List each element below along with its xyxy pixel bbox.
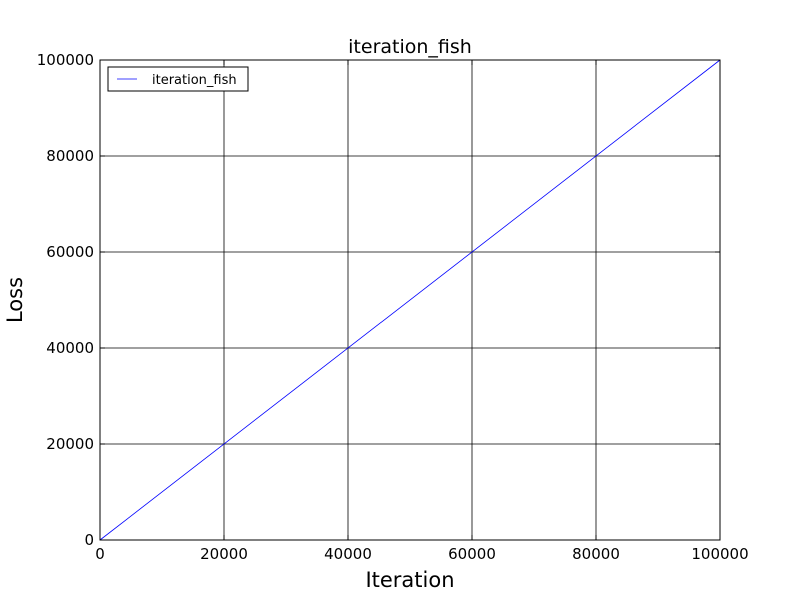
- tick-labels: 0 20000 40000 60000 80000 100000 0 20000 40000 60…: [37, 51, 749, 563]
- x-tick-label: 40000: [324, 545, 372, 563]
- x-axis-label: Iteration: [365, 568, 454, 592]
- legend: iteration_fish: [107, 66, 249, 92]
- series-lines: [99, 59, 721, 541]
- y-tick-label: 100000: [37, 51, 94, 69]
- x-tick-label: 80000: [572, 545, 620, 563]
- x-tick-label: 0: [95, 545, 105, 563]
- legend-label: iteration_fish: [152, 73, 237, 88]
- y-tick-label: 80000: [46, 147, 94, 165]
- x-tick-label: 20000: [200, 545, 248, 563]
- y-tick-label: 20000: [46, 435, 94, 453]
- x-tick-label: 60000: [448, 545, 496, 563]
- y-tick-label: 0: [84, 531, 94, 549]
- plot-frame: [99, 59, 721, 541]
- tick-marks: [99, 59, 721, 541]
- series-line: [99, 59, 721, 541]
- y-tick-label: 40000: [46, 339, 94, 357]
- grid-lines: [99, 59, 721, 541]
- y-tick-label: 60000: [46, 243, 94, 261]
- x-tick-label: 100000: [691, 545, 748, 563]
- y-axis-label: Loss: [3, 277, 27, 323]
- chart-title: iteration_fish: [348, 36, 472, 58]
